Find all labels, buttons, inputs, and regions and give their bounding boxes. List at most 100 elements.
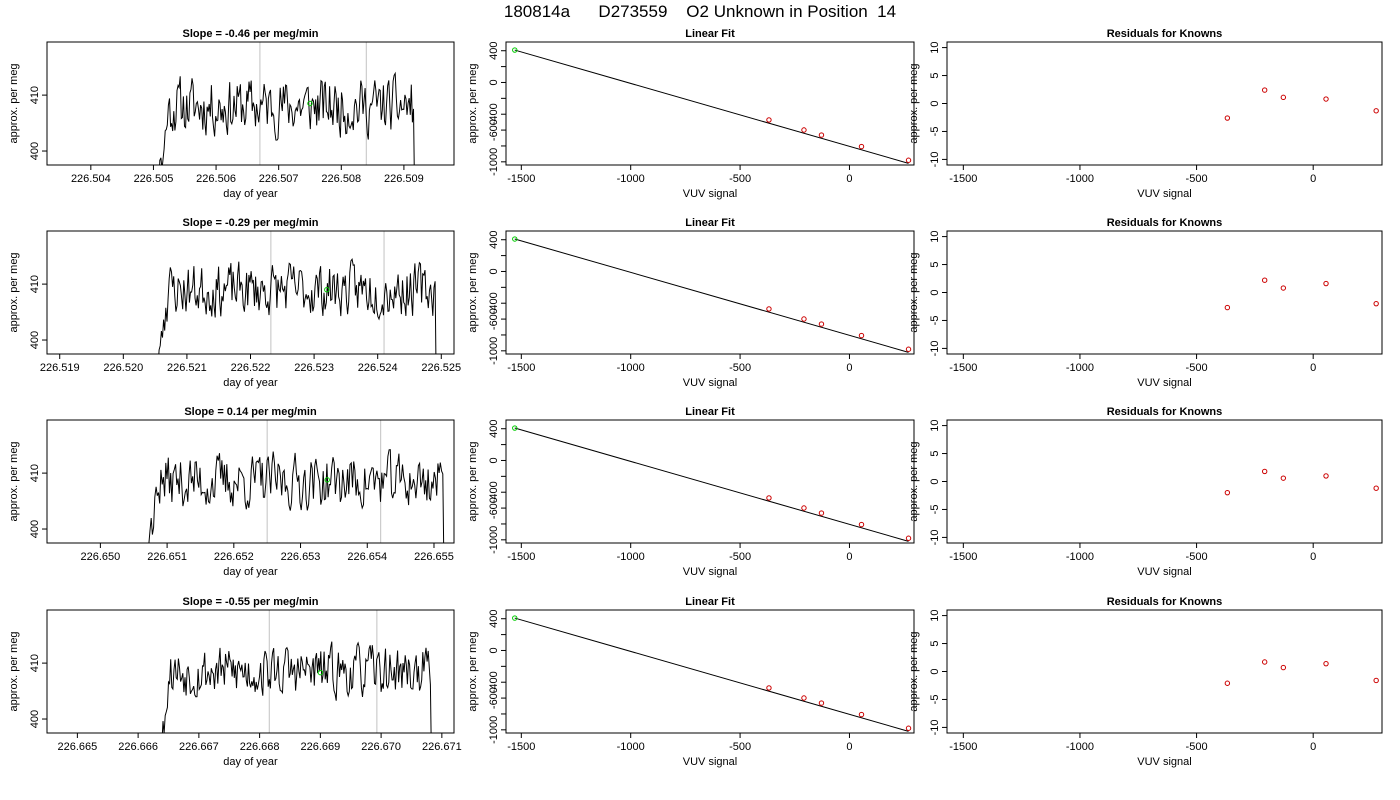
x-tick-label: 226.509 (384, 173, 424, 185)
y-axis-label: approx. per meg (908, 252, 920, 332)
y-tick-label: -400 (488, 481, 500, 503)
residual-point (1261, 659, 1268, 665)
y-tick-label: 400 (488, 42, 500, 60)
y-tick-label: 0 (488, 457, 500, 463)
x-tick-label: -1000 (1066, 741, 1094, 753)
x-tick-label: -1500 (507, 741, 535, 753)
residual-point (1323, 96, 1329, 102)
residual-point (1373, 108, 1379, 114)
residual-point (1280, 475, 1287, 481)
y-tick-label: 5 (929, 450, 941, 456)
y-tick-label: 10 (929, 609, 941, 621)
x-tick-label: -1500 (507, 551, 535, 563)
x-tick-label: 226.524 (358, 362, 398, 374)
known-point (905, 725, 912, 731)
data-series-line (159, 71, 415, 165)
x-axis-label: VUV signal (683, 377, 737, 389)
y-axis-label: approx. per meg (908, 441, 920, 521)
panel-title: Linear Fit (685, 406, 735, 418)
x-tick-label: -500 (729, 173, 751, 185)
y-tick-label: 0 (488, 647, 500, 653)
y-tick-label: 400 (29, 710, 41, 728)
residual-point (1323, 280, 1329, 287)
residual-point (1280, 664, 1287, 671)
y-tick-label: 0 (929, 100, 941, 106)
known-point (818, 132, 825, 138)
x-tick-label: 226.522 (231, 362, 271, 374)
y-axis-label: approx. per meg (467, 63, 479, 143)
y-tick-label: 400 (488, 231, 500, 249)
x-tick-label: 226.506 (196, 173, 236, 185)
y-tick-label: 400 (29, 520, 41, 538)
y-tick-label: -10 (929, 719, 941, 735)
panel-title: Slope = -0.46 per meg/min (182, 28, 318, 40)
known-point (766, 685, 772, 691)
y-tick-label: 400 (488, 610, 500, 628)
residual-point (1224, 680, 1231, 686)
known-point (801, 127, 807, 133)
x-tick-label: -1500 (949, 362, 977, 374)
residual-point (1261, 468, 1268, 475)
x-tick-label: -1000 (1066, 362, 1094, 374)
x-tick-label: -1500 (949, 741, 977, 753)
x-tick-label: -1000 (617, 551, 645, 563)
known-point (858, 143, 865, 150)
x-tick-label: 226.507 (259, 173, 299, 185)
panel-title: Slope = -0.29 per meg/min (182, 217, 318, 229)
x-axis-label: day of year (223, 566, 278, 578)
x-tick-label: -1500 (949, 173, 977, 185)
y-tick-label: 400 (488, 420, 500, 438)
y-tick-label: 0 (929, 668, 941, 674)
known-point (766, 117, 772, 123)
x-tick-label: 0 (846, 551, 852, 563)
residual-point (1261, 87, 1268, 93)
x-axis-label: VUV signal (683, 566, 737, 578)
x-tick-label: 226.504 (71, 173, 111, 185)
x-tick-label: -500 (1186, 741, 1208, 753)
y-axis-label: approx. per meg (467, 631, 479, 711)
residual-point (1280, 285, 1287, 291)
page-title: 180814a D273559 O2 Unknown in Position 1… (503, 2, 897, 21)
x-axis-label: VUV signal (1137, 377, 1191, 389)
y-tick-label: -10 (929, 340, 941, 356)
plot-frame (505, 41, 915, 166)
y-tick-label: 410 (29, 654, 41, 672)
x-tick-label: -500 (1186, 362, 1208, 374)
panel-linear-fit-row3: Linear Fit -1500 -1000 -500 0 -1000 -600-400 0 4… (467, 406, 915, 578)
panel-timeseries-row1: Slope = -0.46 per meg/min 226.504 226.505 2… (8, 28, 455, 200)
y-tick-label: -5 (929, 316, 941, 326)
unknown-marker (324, 477, 330, 483)
y-tick-label: -400 (488, 103, 500, 125)
y-tick-label: -5 (929, 505, 941, 515)
x-tick-label: 226.669 (300, 741, 340, 753)
plot-frame (46, 609, 455, 734)
plot-frame (505, 609, 915, 734)
panel-title: Slope = -0.55 per meg/min (182, 596, 318, 608)
x-tick-label: 226.665 (57, 741, 97, 753)
fit-line (514, 49, 909, 164)
residual-point (1323, 660, 1329, 667)
panel-residuals-row2: Residuals for Knowns -1500 -1000 -500 0 -10 -5… (908, 217, 1383, 389)
x-tick-label: 226.666 (118, 741, 158, 753)
x-tick-label: 0 (1310, 362, 1316, 374)
x-tick-label: 226.520 (103, 362, 143, 374)
fit-line (514, 617, 909, 732)
x-tick-label: 226.667 (179, 741, 219, 753)
data-series-line (148, 449, 445, 543)
residual-point (1261, 277, 1268, 283)
panel-title: Residuals for Knowns (1107, 596, 1223, 608)
plot-frame (946, 609, 1383, 734)
y-tick-label: 10 (929, 419, 941, 431)
x-tick-label: 0 (846, 362, 852, 374)
y-tick-label: 0 (488, 268, 500, 274)
known-point (766, 306, 772, 312)
x-tick-label: 226.671 (422, 741, 462, 753)
y-tick-label: -1000 (488, 148, 500, 176)
x-tick-label: 226.651 (147, 551, 187, 563)
x-tick-label: 226.670 (361, 741, 401, 753)
y-tick-label: -600 (488, 687, 500, 709)
panel-residuals-row1: Residuals for Knowns -1500 -1000 -500 0 -10 -5… (908, 28, 1383, 200)
x-tick-label: -500 (729, 741, 751, 753)
known-point (858, 332, 865, 339)
x-axis-label: VUV signal (1137, 188, 1191, 200)
